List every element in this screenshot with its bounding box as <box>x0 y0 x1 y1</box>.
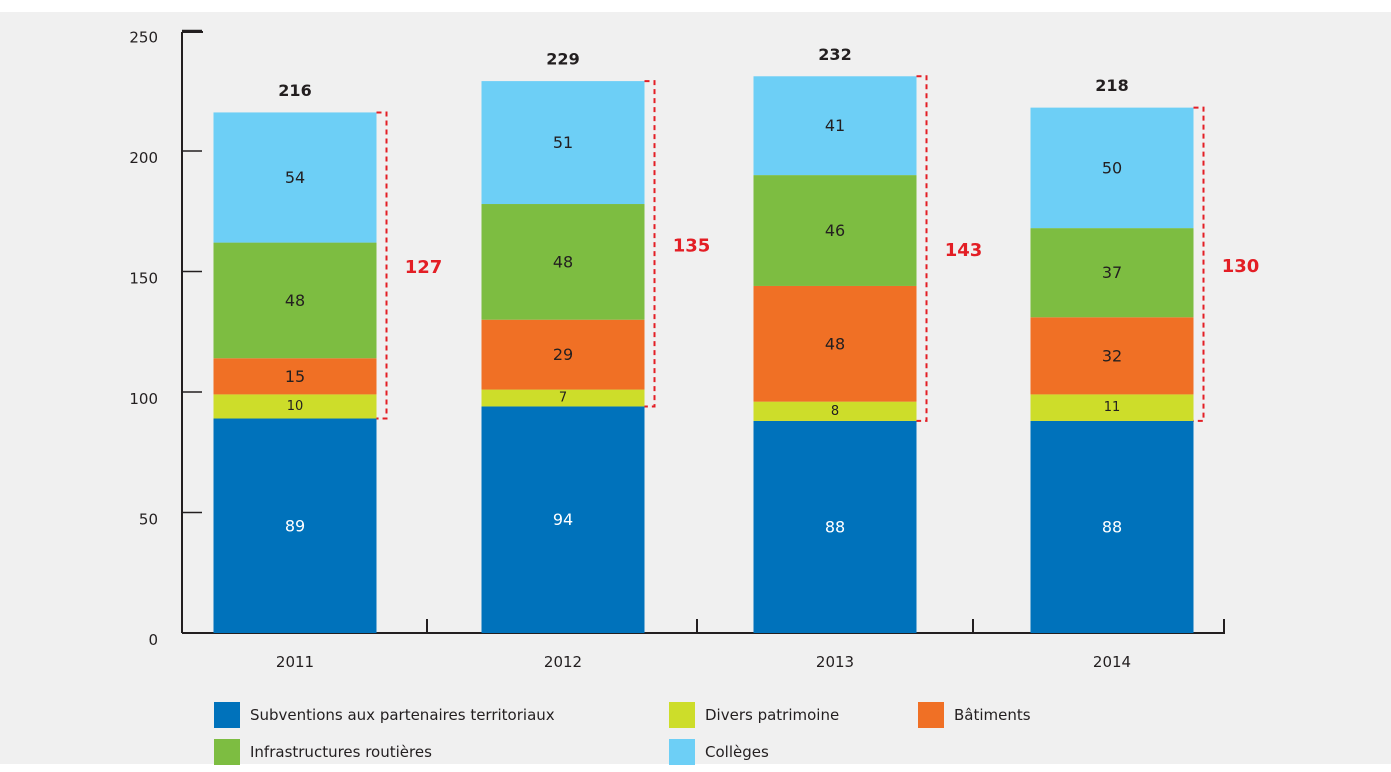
bar-value-label: 48 <box>285 291 305 310</box>
bracket-total-label: 143 <box>945 240 983 261</box>
legend-label-batiments: Bâtiments <box>954 706 1031 724</box>
bar-segment-b-timents <box>753 285 917 402</box>
legend-swatch-batiments <box>918 702 944 728</box>
bar-value-label: 11 <box>1104 400 1121 415</box>
bar-segment-subventions-aux-partenaires-territoriaux <box>1030 420 1194 633</box>
legend-swatch-subventions <box>214 702 240 728</box>
bar-value-label: 29 <box>553 345 573 364</box>
stacked-bar-chart: 0 50 100 150 200 250 2011 2012 2013 2014 89 10 15 48… <box>129 29 1259 672</box>
bar-value-label: 7 <box>559 391 567 406</box>
bar-segment-infrastructures-routi-res <box>1030 228 1194 318</box>
bar-value-label: 48 <box>825 334 845 353</box>
bar-value-label: 8 <box>831 404 839 419</box>
bar-value-label: 89 <box>285 516 305 535</box>
x-tick-label: 2012 <box>544 653 582 671</box>
bar-value-label: 51 <box>553 133 573 152</box>
y-tick-label: 250 <box>129 29 158 47</box>
bracket-total-label: 127 <box>405 257 443 278</box>
bar-segment-b-timents <box>213 358 377 395</box>
legend-label-infrastructures: Infrastructures routières <box>250 743 432 761</box>
bar-value-label: 50 <box>1102 158 1122 177</box>
bars <box>213 75 1205 633</box>
bar-value-label: 10 <box>287 399 304 414</box>
bar-segment-coll-ges <box>481 81 645 205</box>
bar-segment-b-timents <box>1030 317 1194 395</box>
y-tick-label: 50 <box>139 511 158 529</box>
legend-label-subventions: Subventions aux partenaires territoriaux <box>250 706 555 724</box>
bar-value-label: 32 <box>1102 346 1122 365</box>
legend-item-batiments: Bâtiments <box>918 702 1031 728</box>
bar-value-label: 88 <box>825 517 845 536</box>
x-tick-label: 2014 <box>1093 653 1131 671</box>
bar-value-label: 88 <box>1102 517 1122 536</box>
bar-segment-subventions-aux-partenaires-territoriaux <box>213 418 377 633</box>
bar-segment-infrastructures-routi-res <box>753 175 917 286</box>
y-tick-label: 100 <box>129 390 158 408</box>
bar-segment-divers-patrimoine <box>1030 394 1194 421</box>
bar-value-label: 48 <box>553 252 573 271</box>
bar-segment-divers-patrimoine <box>213 394 377 419</box>
bar-segment-subventions-aux-partenaires-territoriaux <box>753 420 917 633</box>
legend-swatch-infrastructures <box>214 739 240 765</box>
labels: 8910154854216127947294851229135888484641… <box>278 45 1259 537</box>
bar-value-label: 15 <box>285 367 305 386</box>
bar-total-label: 218 <box>1095 76 1128 95</box>
legend-item-colleges: Collèges <box>669 739 769 765</box>
legend-swatch-colleges <box>669 739 695 765</box>
bracket-line <box>644 80 656 408</box>
chart-panel: 0 50 100 150 200 250 2011 2012 2013 2014 89 10 15 48… <box>0 12 1391 765</box>
bar-value-label: 41 <box>825 116 845 135</box>
bracket-line <box>1193 106 1205 422</box>
bar-segment-subventions-aux-partenaires-territoriaux <box>481 406 645 633</box>
bar-total-label: 216 <box>278 81 311 100</box>
bar-segment-coll-ges <box>753 76 917 176</box>
x-tick-label: 2013 <box>816 653 854 671</box>
bracket-total-label: 130 <box>1222 256 1260 277</box>
bar-value-label: 54 <box>285 168 305 187</box>
legend-label-colleges: Collèges <box>705 743 769 761</box>
bracket-total-label: 135 <box>673 235 711 256</box>
bar-value-label: 37 <box>1102 263 1122 282</box>
legend-label-divers-patrimoine: Divers patrimoine <box>705 706 840 724</box>
bar-value-label: 94 <box>553 510 573 529</box>
y-tick-label: 150 <box>129 270 158 288</box>
bar-segment-coll-ges <box>213 112 377 243</box>
bar-segment-infrastructures-routi-res <box>481 204 645 320</box>
y-tick-label: 0 <box>148 631 158 649</box>
bar-total-label: 232 <box>818 45 851 64</box>
legend-item-infrastructures: Infrastructures routières <box>214 739 432 765</box>
legend-swatch-divers-patrimoine <box>669 702 695 728</box>
bar-segment-coll-ges <box>1030 107 1194 229</box>
bar-segment-divers-patrimoine <box>753 401 917 421</box>
bar-segment-b-timents <box>481 319 645 390</box>
legend: Subventions aux partenaires territoriaux… <box>214 702 1214 772</box>
legend-item-subventions: Subventions aux partenaires territoriaux <box>214 702 555 728</box>
bar-segment-infrastructures-routi-res <box>213 242 377 359</box>
bracket-line <box>916 75 928 422</box>
x-tick-label: 2011 <box>276 653 314 671</box>
bar-value-label: 46 <box>825 221 845 240</box>
bar-total-label: 229 <box>546 50 579 69</box>
bar-segment-divers-patrimoine <box>481 389 645 407</box>
bracket-line <box>376 111 388 420</box>
y-tick-label: 200 <box>129 149 158 167</box>
legend-item-divers-patrimoine: Divers patrimoine <box>669 702 839 728</box>
